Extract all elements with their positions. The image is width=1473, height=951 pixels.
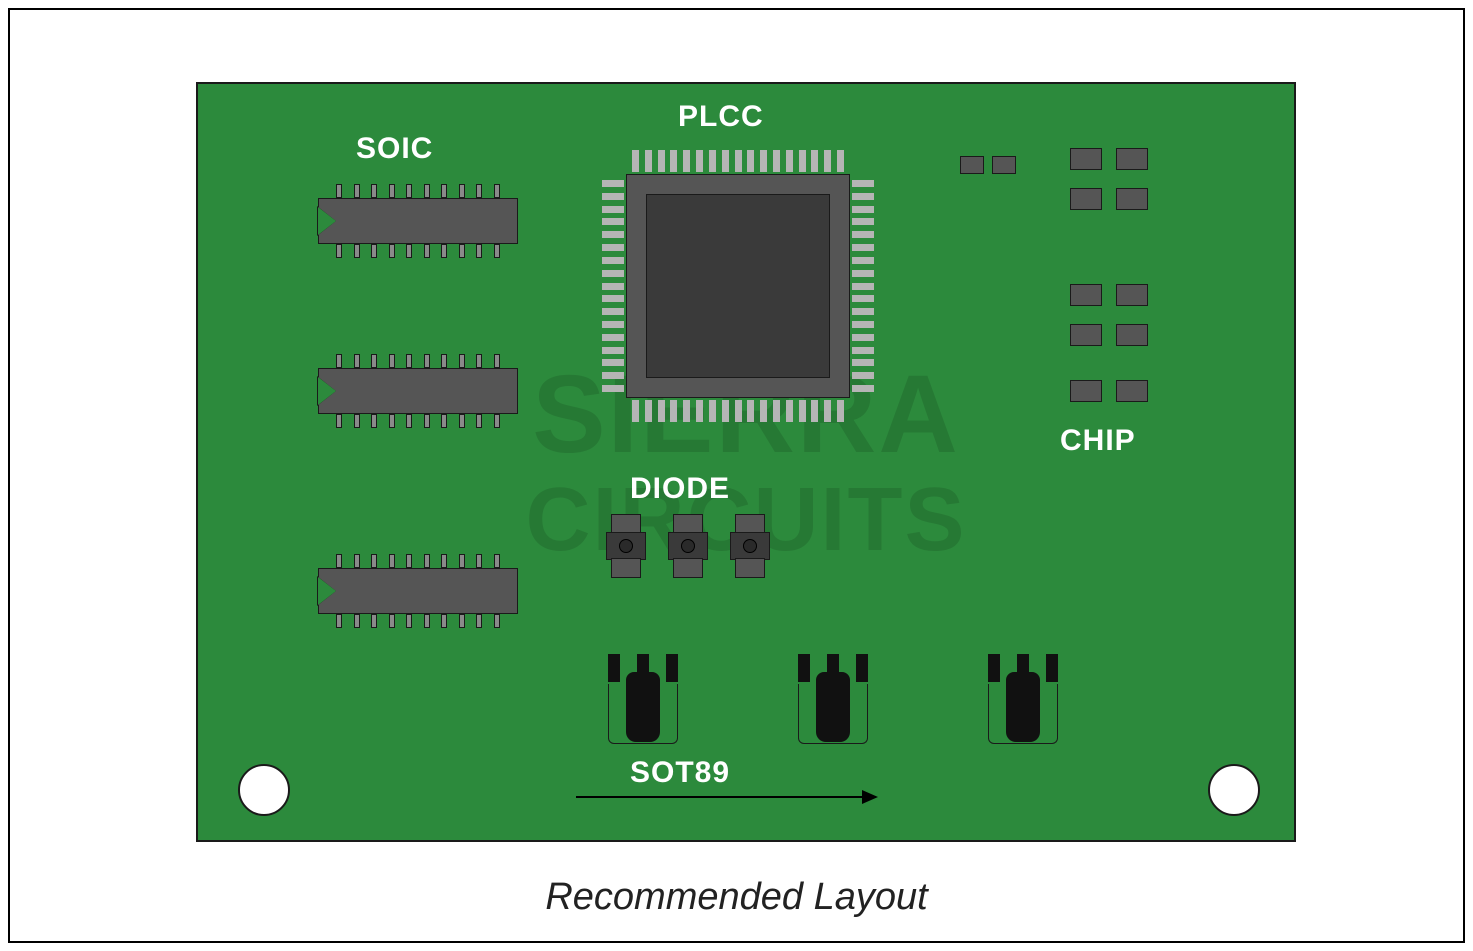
label-plcc: PLCC [678,100,764,134]
diode-2 [728,514,772,578]
sot89-2 [978,654,1068,754]
plcc-pins-right [852,180,874,392]
direction-arrow [576,796,876,798]
mounting-hole-right [1208,764,1260,816]
chip-pad-10 [1070,380,1102,402]
soic-package-1 [318,354,518,428]
chip-pad-6 [1070,284,1102,306]
plcc-pins-left [602,180,624,392]
chip-pad-9 [1116,324,1148,346]
chip-pad-8 [1070,324,1102,346]
soic-package-0 [318,184,518,258]
plcc-body-inner [646,194,830,378]
soic-package-2 [318,554,518,628]
caption: Recommended Layout [545,876,927,919]
diode-0 [604,514,648,578]
chip-pad-4 [1070,188,1102,210]
label-sot89: SOT89 [630,756,730,790]
plcc-pins-bottom [632,400,844,422]
outer-frame: SIERRA CIRCUITS SOIC PLCC CHIP DIODE SOT… [8,8,1465,943]
label-diode: DIODE [630,472,730,506]
chip-pad-5 [1116,188,1148,210]
plcc-pins-top [632,150,844,172]
chip-pad-0 [960,156,984,174]
diode-1 [666,514,710,578]
chip-pad-1 [992,156,1016,174]
chip-pad-3 [1116,148,1148,170]
sot89-1 [788,654,878,754]
mounting-hole-left [238,764,290,816]
pcb-board: SIERRA CIRCUITS SOIC PLCC CHIP DIODE SOT… [196,82,1296,842]
label-soic: SOIC [356,132,433,166]
chip-pad-7 [1116,284,1148,306]
plcc-package [598,146,878,426]
sot89-0 [598,654,688,754]
chip-pad-11 [1116,380,1148,402]
label-chip: CHIP [1060,424,1136,458]
chip-pad-2 [1070,148,1102,170]
